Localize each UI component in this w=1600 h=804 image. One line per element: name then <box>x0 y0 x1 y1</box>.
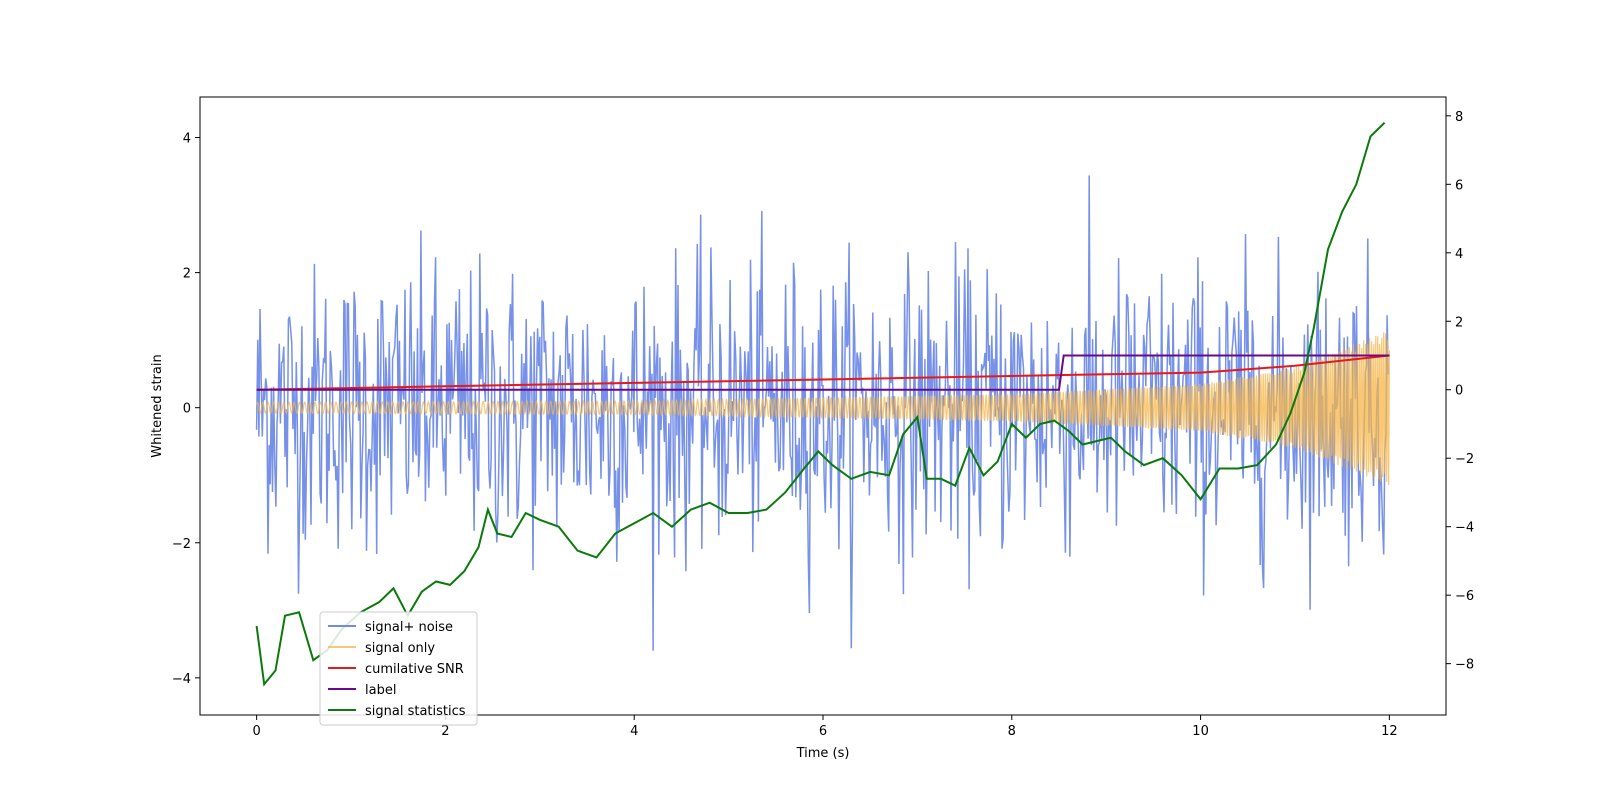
y-axis-left: −4 −2 0 2 4 <box>172 132 200 687</box>
y-tick-label: 2 <box>183 267 191 282</box>
y-tick-label-right: −4 <box>1455 521 1474 536</box>
x-tick-label: 4 <box>630 724 638 739</box>
series-signal-statistics <box>255 121 1386 687</box>
y-tick-label: −2 <box>172 537 191 552</box>
x-tick-label: 10 <box>1192 724 1209 739</box>
x-axis-label: Time (s) <box>796 746 850 761</box>
series-signal-noise <box>255 175 1389 651</box>
y-tick-label-right: −2 <box>1455 452 1474 467</box>
legend-label: signal statistics <box>365 704 466 719</box>
legend-label: label <box>365 683 396 698</box>
legend-label: signal only <box>365 641 435 656</box>
y-tick-label-right: 6 <box>1455 178 1463 193</box>
x-tick-label: 12 <box>1381 724 1398 739</box>
series-layer <box>255 121 1390 687</box>
y-tick-label-right: −6 <box>1455 589 1474 604</box>
x-tick-label: 0 <box>252 724 260 739</box>
y-axis-right: −8 −6 −4 −2 0 2 4 6 8 <box>1446 110 1474 673</box>
y-tick-label-right: 2 <box>1455 315 1463 330</box>
x-axis: 0 2 4 6 8 10 12 <box>252 715 1398 739</box>
y-axis-label: Whitened strain <box>150 354 165 457</box>
y-tick-label: 4 <box>183 132 191 147</box>
x-tick-label: 6 <box>819 724 827 739</box>
series-label <box>256 354 1390 391</box>
y-tick-label-right: 0 <box>1455 384 1463 399</box>
y-tick-label-right: 8 <box>1455 110 1463 125</box>
series-signal-only <box>256 332 1390 486</box>
y-tick-label: 0 <box>183 402 191 417</box>
legend: signal+ noise signal only cumilative SNR la… <box>319 611 478 726</box>
legend-box <box>319 611 478 726</box>
legend-label: signal+ noise <box>365 620 453 635</box>
y-tick-label-right: −8 <box>1455 658 1474 673</box>
x-tick-label: 2 <box>441 724 449 739</box>
x-tick-label: 8 <box>1008 724 1016 739</box>
y-tick-label: −4 <box>172 672 191 687</box>
series-cumulative-snr <box>256 354 1390 391</box>
legend-label: cumilative SNR <box>365 662 464 677</box>
y-tick-label-right: 4 <box>1455 247 1463 262</box>
